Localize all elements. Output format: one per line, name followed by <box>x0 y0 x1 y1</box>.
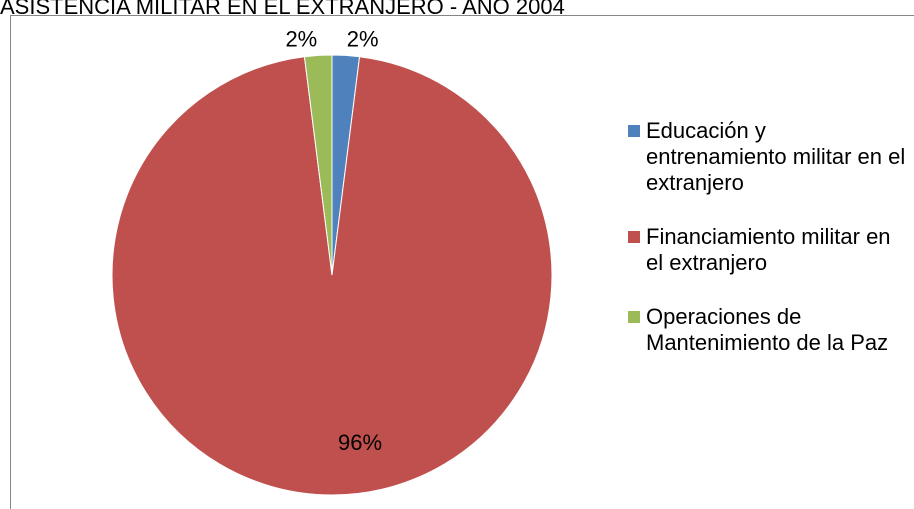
legend: Educación y entrenamiento militar en el … <box>628 118 908 384</box>
legend-swatch <box>628 125 640 137</box>
legend-swatch <box>628 231 640 243</box>
legend-entry: Financiamiento militar en el extranjero <box>628 224 908 276</box>
legend-label: Educación y entrenamiento militar en el … <box>646 118 906 195</box>
legend-label: Financiamiento militar en el extranjero <box>646 224 891 275</box>
legend-label: Operaciones de Mantenimiento de la Paz <box>646 304 889 355</box>
legend-swatch <box>628 311 640 323</box>
data-label: 96% <box>338 430 382 455</box>
pie-slice <box>303 54 333 276</box>
chart-title: ASISTENCIA MILITAR EN EL EXTRANJERO - AÑ… <box>0 0 565 19</box>
legend-entry: Operaciones de Mantenimiento de la Paz <box>628 304 908 356</box>
chart-frame <box>10 15 914 509</box>
data-label: 2% <box>347 26 379 51</box>
data-label: 2% <box>285 26 317 51</box>
legend-entry: Educación y entrenamiento militar en el … <box>628 118 908 196</box>
pie <box>111 54 553 496</box>
pie-slice <box>111 56 553 496</box>
